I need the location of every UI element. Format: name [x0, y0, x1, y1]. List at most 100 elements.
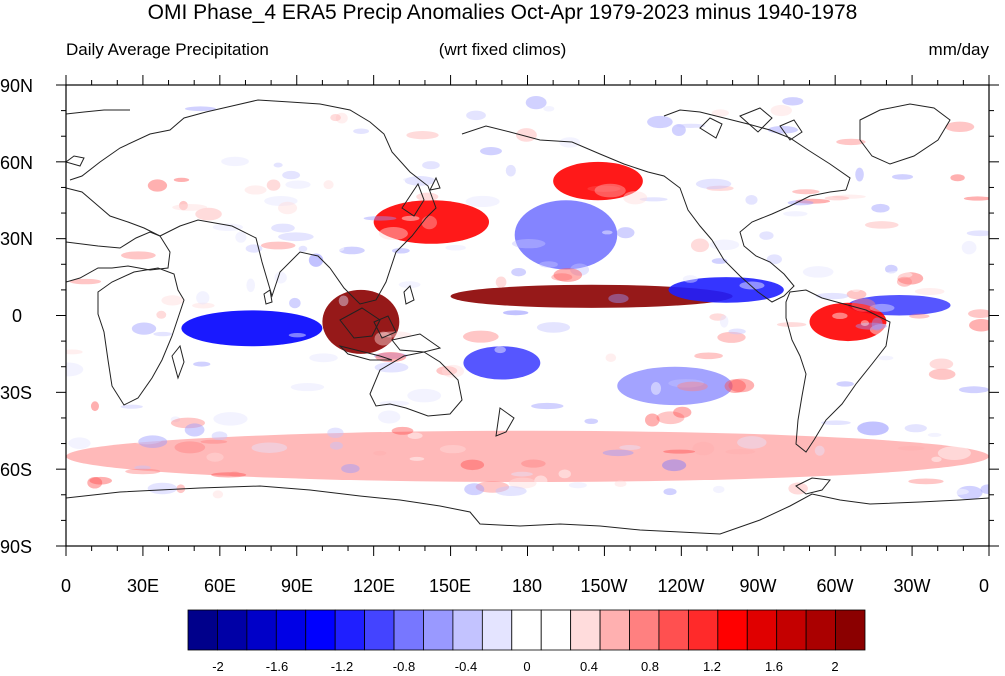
anomaly-speckle	[156, 310, 167, 319]
lat-label-30n: 30N	[0, 229, 34, 249]
anomaly-speckle	[672, 347, 696, 360]
anomaly-speckle	[273, 162, 283, 168]
anomaly-speckle	[212, 223, 244, 231]
colorbar-swatch	[658, 609, 689, 651]
anomaly-region	[450, 284, 733, 308]
anomaly-speckle	[871, 203, 890, 213]
anomaly-speckle	[728, 328, 746, 335]
anomaly-speckle	[125, 468, 161, 475]
anomaly-region	[181, 310, 323, 347]
lat-label-30s: 30S	[0, 383, 33, 403]
anomaly-speckle	[401, 215, 420, 221]
anomaly-speckle	[851, 298, 876, 312]
anomaly-speckle	[374, 331, 392, 346]
anomaly-speckle	[969, 318, 989, 332]
anomaly-speckle	[439, 444, 466, 454]
anomaly-speckle	[536, 322, 571, 333]
anomaly-speckle	[647, 115, 673, 129]
anomaly-speckle	[289, 297, 301, 309]
anomaly-speckle	[671, 123, 686, 136]
anomaly-speckle	[335, 112, 348, 124]
anomaly-speckle	[963, 196, 989, 201]
anomaly-speckle	[885, 264, 898, 274]
anomaly-speckle	[339, 246, 365, 255]
colorbar-swatch	[334, 609, 366, 651]
anomaly-speckle	[373, 450, 387, 456]
anomaly-speckle	[499, 326, 535, 338]
anomaly-speckle	[190, 193, 200, 200]
anomaly-speckle	[916, 187, 940, 196]
anomaly-speckle	[466, 110, 486, 121]
anomaly-speckle	[288, 333, 306, 338]
colorbar-swatch	[835, 609, 866, 651]
anomaly-speckle	[66, 362, 84, 377]
anomaly-speckle	[309, 353, 338, 363]
anomaly-speckle	[929, 358, 954, 370]
anomaly-speckle	[644, 413, 660, 427]
colorbar-swatch	[717, 609, 748, 651]
anomaly-speckle	[323, 180, 334, 190]
anomaly-region	[66, 430, 989, 482]
anomaly-speckle	[521, 459, 546, 468]
anomaly-speckle	[725, 449, 756, 455]
anomaly-speckle	[695, 178, 732, 190]
anomaly-speckle	[221, 156, 249, 167]
anomaly-speckle	[106, 388, 130, 398]
anomaly-speckle	[211, 431, 228, 441]
anomaly-speckle	[89, 476, 112, 485]
colorbar-label: -2	[212, 659, 224, 674]
lon-label-30e: 30E	[126, 576, 160, 596]
anomaly-speckle	[422, 161, 440, 170]
anomaly-speckle	[251, 442, 288, 453]
anomaly-speckle	[310, 109, 324, 118]
anomaly-speckle	[706, 185, 734, 191]
anomaly-region	[668, 277, 784, 303]
anomaly-speckle	[404, 175, 436, 186]
anomaly-speckle	[928, 368, 956, 380]
anomaly-speckle	[445, 244, 466, 251]
anomaly-speckle	[966, 230, 989, 237]
anomaly-speckle	[495, 276, 507, 288]
lon-label-90w: 90W	[739, 576, 777, 596]
anomaly-speckle	[338, 295, 349, 307]
anomaly-speckle	[690, 238, 709, 253]
anomaly-speckle	[406, 131, 439, 140]
lon-label-150e: 150E	[428, 576, 472, 596]
anomaly-speckle	[663, 449, 696, 454]
anomaly-speckle	[460, 459, 485, 471]
anomaly-speckle	[958, 386, 989, 394]
anomaly-speckle	[502, 310, 529, 316]
colorbar-swatch	[481, 609, 513, 651]
anomaly-speckle	[464, 483, 485, 496]
anomaly-speckle	[802, 266, 834, 278]
anomaly-speckle	[174, 441, 206, 454]
colorbar-label: 1.6	[764, 659, 784, 674]
anomaly-speckle	[692, 441, 715, 456]
anomaly-speckle	[815, 292, 849, 300]
anomaly-speckle	[766, 303, 777, 309]
anomaly-speckle	[266, 179, 281, 191]
anomaly-speckle	[914, 288, 945, 296]
anomaly-speckle	[508, 477, 537, 489]
lat-label-90n: 90N	[0, 76, 34, 96]
lon-label-0: 0	[60, 576, 71, 596]
anomaly-speckle	[728, 378, 755, 393]
colorbar-swatch	[246, 609, 277, 651]
anomaly-speckle	[860, 320, 869, 327]
anomaly-speckle	[511, 471, 533, 477]
colorbar	[187, 609, 866, 651]
anomaly-speckle	[138, 435, 168, 449]
anomaly-speckle	[594, 183, 626, 198]
subtitle-center: (wrt fixed climos)	[438, 40, 567, 59]
anomaly-speckle	[614, 480, 627, 487]
anomaly-speckle	[436, 366, 458, 376]
lat-label-90s: 90S	[0, 537, 33, 557]
colorbar-swatch	[570, 609, 601, 651]
anomaly-speckle	[308, 253, 324, 267]
colorbar-swatch	[275, 609, 307, 651]
anomaly-speckle	[724, 379, 746, 394]
anomaly-speckle	[407, 432, 423, 439]
anomaly-speckle	[709, 239, 740, 251]
anomaly-speckle	[121, 251, 156, 260]
anomaly-speckle	[945, 121, 975, 133]
